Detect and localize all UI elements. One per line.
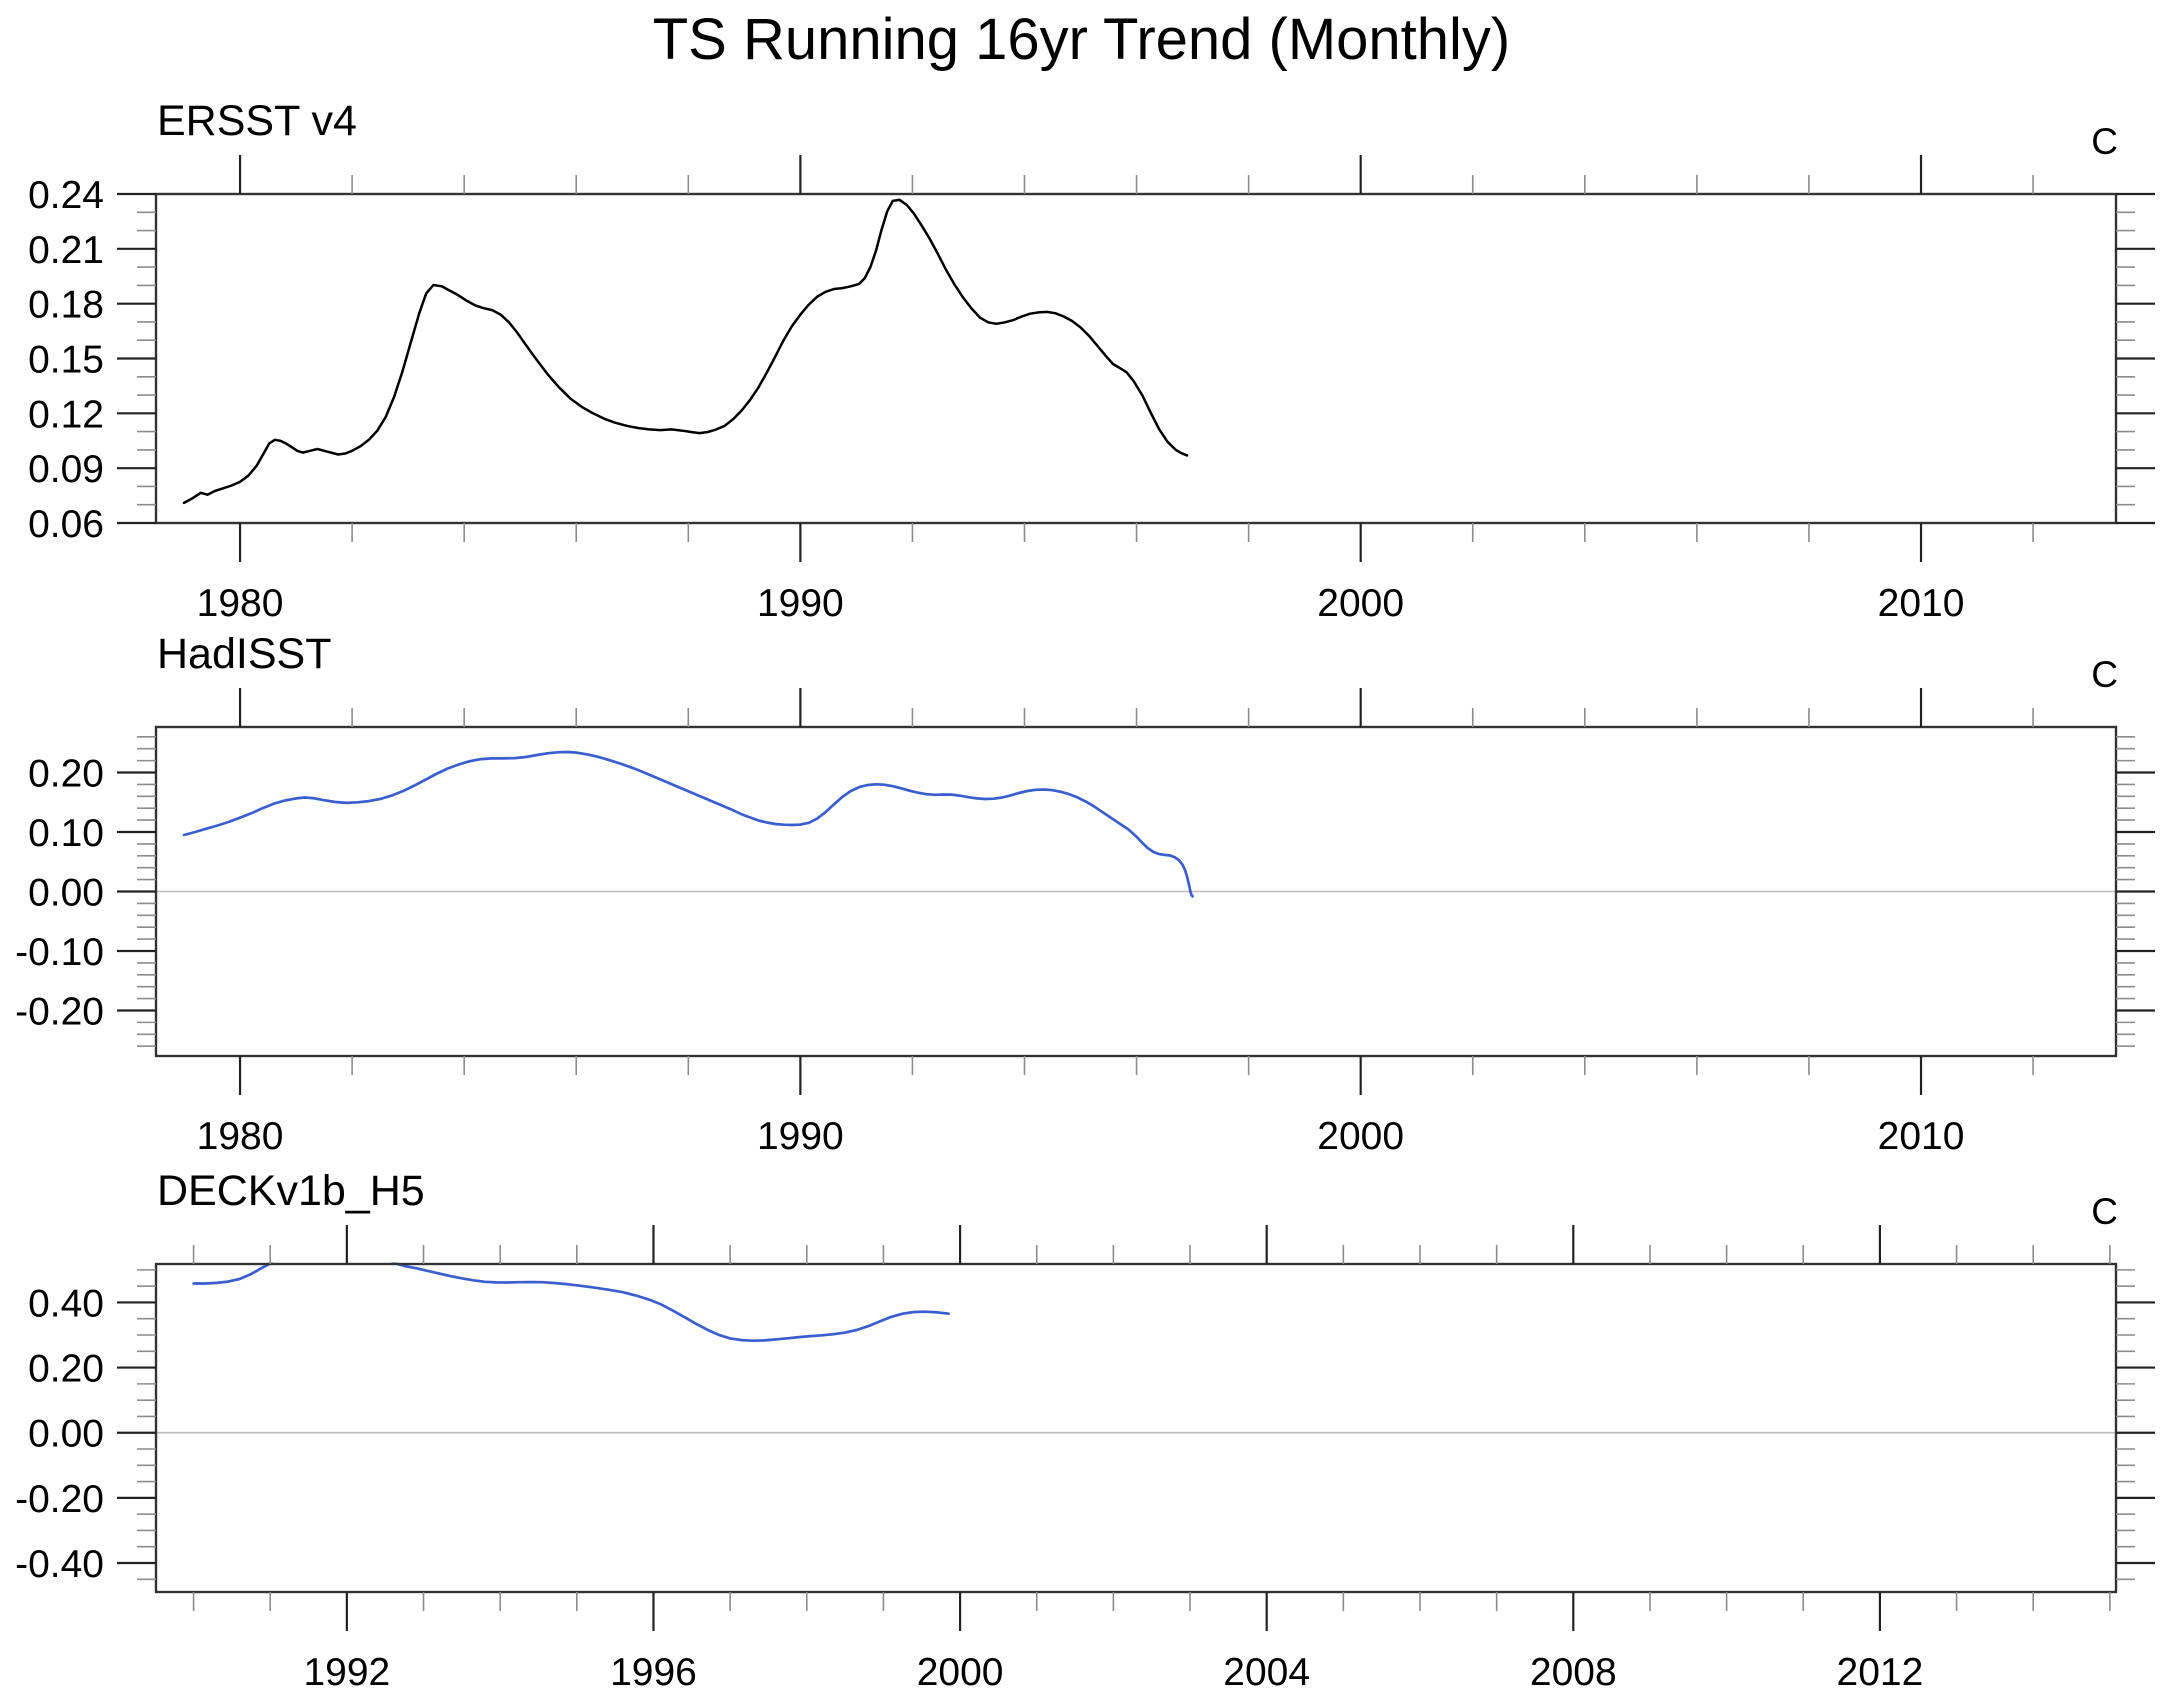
panel-1-line-segment-1: [182, 198, 1189, 505]
x-tick-label: 2010: [1878, 1115, 1965, 1158]
x-tick-label: 1990: [757, 582, 844, 625]
x-tick-label: 1980: [197, 1115, 284, 1158]
x-tick-label: 1980: [197, 582, 284, 625]
x-tick-label: 1996: [610, 1651, 697, 1693]
panel-1: 0.06 0.09 0.12 0.15 0.18 0.21 0.24 1980 1990 2000…: [28, 155, 2155, 625]
y-tick-label: -0.40: [15, 1543, 104, 1586]
x-tick-label: 1990: [757, 1115, 844, 1158]
y-tick-label: 0.20: [28, 753, 104, 796]
y-tick-label: 0.20: [28, 1348, 104, 1391]
y-tick-label: -0.20: [15, 1478, 104, 1521]
unit-label-panel-3: C: [2091, 1191, 2118, 1232]
y-tick-label: 0.24: [28, 174, 104, 217]
y-tick-label: -0.20: [15, 990, 104, 1033]
y-tick-label: 0.40: [28, 1282, 104, 1325]
y-tick-label: 0.12: [28, 393, 104, 436]
y-tick-label: 0.09: [28, 448, 104, 491]
x-tick-label: 2004: [1223, 1651, 1310, 1693]
y-tick-label: 0.06: [28, 503, 104, 546]
y-tick-label: 0.00: [28, 1413, 104, 1456]
unit-label-panel-2: C: [2091, 654, 2118, 695]
x-tick-label: 2000: [917, 1651, 1004, 1693]
x-tick-label: 1992: [303, 1651, 390, 1693]
figure-title: TS Running 16yr Trend (Monthly): [652, 7, 1511, 72]
x-tick-label: 2000: [1317, 582, 1404, 625]
panel-2-line-segment-1: [182, 750, 1194, 898]
panel-label-deckv1b-h5: DECKv1b_H5: [157, 1167, 425, 1215]
x-tick-label: 2012: [1837, 1651, 1924, 1693]
unit-label-panel-1: C: [2091, 121, 2118, 162]
x-tick-label: 2010: [1878, 582, 1965, 625]
x-tick-label: 2008: [1530, 1651, 1617, 1693]
panel-3-line-segment-2: [391, 1262, 950, 1343]
panel-1-border: [154, 192, 2118, 525]
panel-3-line-segment-1: [192, 1262, 274, 1285]
y-tick-label: 0.21: [28, 229, 104, 272]
panel-3-border: [154, 1262, 2118, 1594]
y-tick-label: -0.10: [15, 931, 104, 974]
panel-label-hadisst: HadISST: [157, 630, 332, 678]
y-tick-label: 0.15: [28, 339, 104, 382]
y-tick-label: 0.18: [28, 284, 104, 327]
y-tick-label: 0.10: [28, 812, 104, 855]
x-tick-label: 2000: [1317, 1115, 1404, 1158]
panel-2: -0.20 -0.10 0.00 0.10 0.20 1980 1990 2000 2010: [15, 688, 2155, 1158]
y-tick-label: 0.00: [28, 872, 104, 915]
panel-label-ersst-v4: ERSST v4: [157, 97, 357, 145]
panel-3: -0.40 -0.20 0.00 0.20 0.40 1992 1996 2000 2004 20…: [15, 1225, 2155, 1693]
